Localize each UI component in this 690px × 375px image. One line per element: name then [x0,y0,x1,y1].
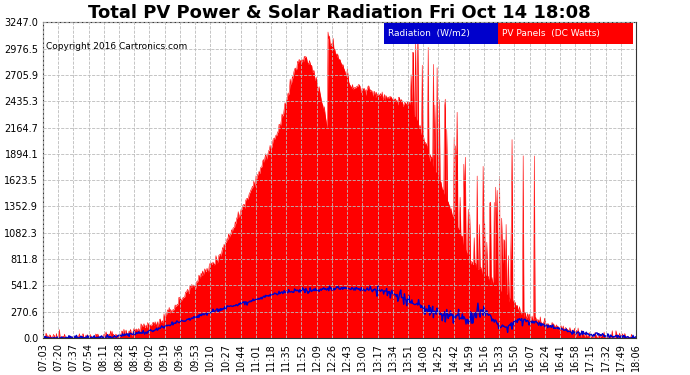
Text: Radiation  (W/m2): Radiation (W/m2) [388,29,470,38]
Text: Copyright 2016 Cartronics.com: Copyright 2016 Cartronics.com [46,42,188,51]
Title: Total PV Power & Solar Radiation Fri Oct 14 18:08: Total PV Power & Solar Radiation Fri Oct… [88,4,591,22]
Text: PV Panels  (DC Watts): PV Panels (DC Watts) [502,29,600,38]
